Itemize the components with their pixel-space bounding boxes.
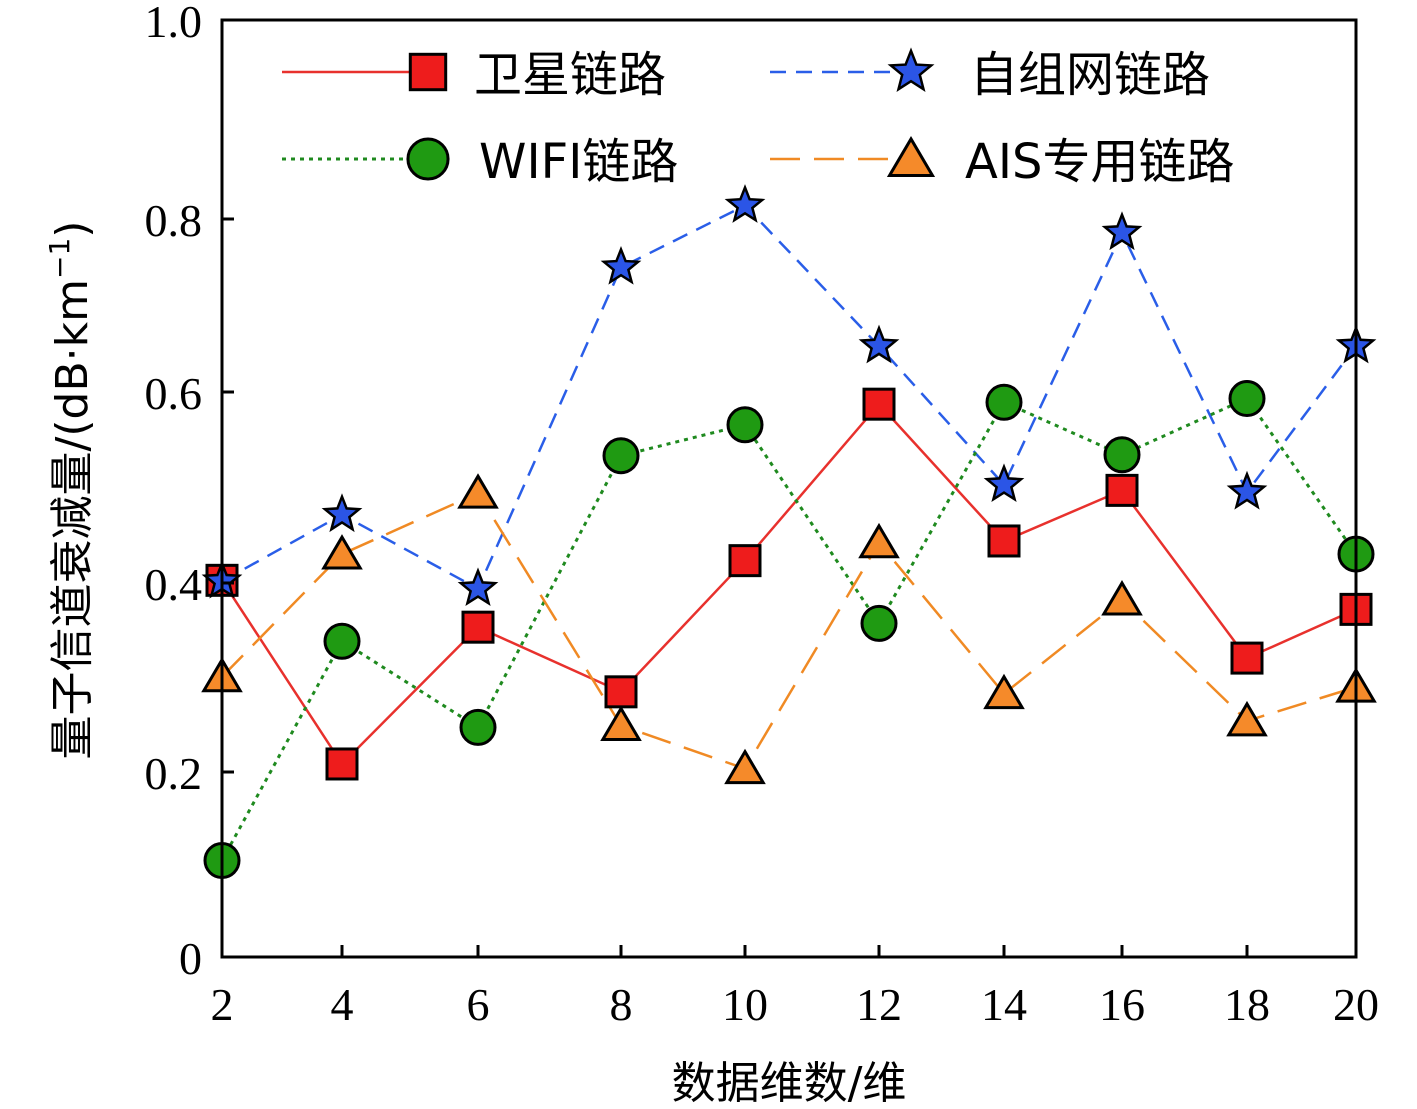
x-tick-label-6: 6 [467, 979, 490, 1030]
legend-marker-2 [887, 47, 935, 92]
point-s4-8 [1101, 580, 1143, 616]
x-tick-label-12: 12 [856, 979, 902, 1030]
legend: 卫星链路 自组网链路 WIFI链路 AIS专用链路 [282, 47, 1234, 190]
x-tick-label-18: 18 [1224, 979, 1270, 1030]
x-tick-label-2: 2 [211, 979, 234, 1030]
point-s2-2 [321, 493, 363, 533]
x-tick-label-8: 8 [610, 979, 633, 1030]
plot-frame [220, 18, 1358, 959]
series-line-1 [220, 402, 1357, 766]
series-line-2 [221, 203, 1358, 591]
point-s4-6 [858, 522, 900, 559]
legend-label-3: WIFI链路 [479, 134, 678, 190]
point-s2-6 [858, 324, 900, 364]
point-s3-2 [323, 622, 361, 660]
x-tick-label-4: 4 [331, 979, 354, 1030]
y-axis-title-close: ) [47, 221, 98, 238]
point-s4-4 [600, 705, 642, 742]
legend-label-2: 自组网链路 [970, 47, 1210, 103]
legend-marker-1 [408, 52, 448, 92]
point-s1-9 [1230, 641, 1264, 675]
x-axis-title: 数据维数/维 [672, 1058, 907, 1109]
y-tick-label-0.4: 0.4 [145, 559, 203, 610]
point-s1-6 [862, 387, 896, 421]
point-s4-7 [983, 673, 1025, 710]
point-s4-3 [457, 473, 499, 509]
point-s3-6 [860, 604, 898, 642]
series-line-3 [220, 396, 1358, 862]
x-tick-label-20: 20 [1333, 979, 1379, 1030]
legend-marker-3 [406, 137, 450, 181]
point-s4-2 [321, 534, 363, 570]
point-s1-7 [987, 524, 1021, 558]
y-axis-title: 量子信道衰减量/(dB·km−1) [43, 221, 98, 760]
y-tick-label-0.2: 0.2 [145, 748, 203, 799]
y-axis-title-superscript: −1 [43, 238, 76, 279]
y-axis-title-main: 量子信道衰减量/(dB·km [47, 279, 98, 759]
point-s2-3 [457, 567, 499, 607]
y-tick-label-0: 0 [179, 933, 202, 984]
point-s2-8 [1101, 211, 1143, 251]
point-s3-7 [985, 383, 1023, 421]
point-s3-5 [726, 406, 764, 444]
y-tick-label-0.8: 0.8 [145, 195, 203, 246]
legend-label-1: 卫星链路 [474, 47, 666, 103]
point-s2-4 [600, 245, 642, 285]
legend-label-4: AIS专用链路 [965, 134, 1234, 190]
y-tick-label-1.0: 1.0 [145, 0, 203, 47]
tick-layer: 2 4 6 8 10 12 14 16 18 20 0 0.2 0.4 0.6 0.8 1.0 [145, 0, 1380, 1030]
point-s1-3 [461, 610, 495, 644]
point-s2-9 [1226, 470, 1268, 510]
point-s4-9 [1226, 700, 1268, 737]
series-line-4 [221, 491, 1357, 771]
point-s3-9 [1228, 380, 1266, 418]
point-s2-7 [983, 463, 1025, 503]
series-layer [220, 203, 1358, 862]
point-s4-5 [724, 748, 766, 785]
point-s1-8 [1105, 473, 1139, 507]
x-tick-label-14: 14 [981, 979, 1027, 1030]
legend-marker-4 [886, 135, 936, 177]
x-tick-label-16: 16 [1099, 979, 1145, 1030]
x-tick-label-10: 10 [722, 979, 768, 1030]
point-s1-4 [604, 675, 638, 709]
point-s3-3 [459, 708, 497, 746]
point-s3-4 [602, 437, 640, 475]
y-tick-label-0.6: 0.6 [145, 368, 203, 419]
point-s1-5 [728, 544, 762, 578]
marker-layer [201, 184, 1377, 879]
point-s2-5 [724, 184, 766, 223]
point-s3-8 [1103, 436, 1141, 474]
point-s1-2 [325, 747, 359, 781]
